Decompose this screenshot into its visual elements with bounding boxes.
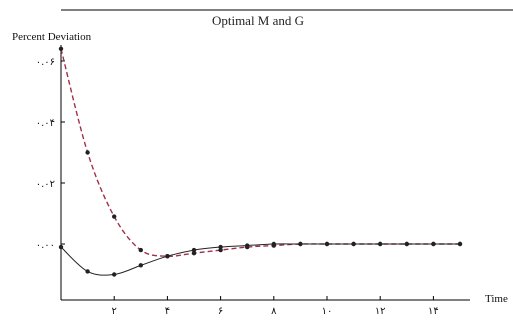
series-2-point [58, 244, 64, 250]
series-line-1 [60, 48, 460, 257]
series-2-point [165, 254, 170, 259]
y-tick-label: ۰.۰۴ [36, 118, 55, 129]
x-tick-label: ۴ [165, 306, 170, 317]
series-line-2 [60, 243, 460, 276]
series-2-point [191, 247, 197, 253]
y-tick-label: ۰.۰۰ [36, 240, 55, 251]
x-tick-label: ۶ [218, 306, 223, 317]
x-ticks: ۲ ۴ ۶ ۸ ۱۰ ۱۲ ۱۴ [112, 296, 439, 317]
series-2-point [298, 241, 303, 247]
series-2-point [138, 263, 143, 268]
series-2-point [85, 269, 90, 274]
series-layer [58, 46, 463, 277]
series-2-point [218, 244, 223, 250]
x-tick-label: ۲ [112, 306, 117, 317]
x-tick-label: ۱۰ [322, 306, 333, 317]
series-1-point [85, 150, 90, 155]
y-tick-label: ۰.۰۶ [36, 57, 55, 68]
series-2-point [245, 243, 250, 248]
y-ticks: ۰.۰۰ ۰.۰۲ ۰.۰۴ ۰.۰۶ [36, 57, 65, 251]
series-2-point [112, 272, 117, 277]
y-tick-label: ۰.۰۲ [36, 179, 55, 190]
series-2-point [378, 241, 383, 247]
x-tick-label: ۱۲ [375, 306, 386, 317]
series-2-point [351, 241, 356, 247]
chart-title: Optimal M and G [212, 13, 304, 28]
series-1-point [112, 214, 117, 219]
series-1-point [191, 250, 197, 256]
y-axis-label: Percent Deviation [12, 31, 92, 43]
x-axis-label: Time [485, 293, 508, 305]
series-1-point [138, 247, 143, 253]
series-2-point [271, 241, 276, 247]
series-1-point [218, 247, 223, 253]
x-tick-label: ۸ [271, 306, 277, 317]
series-2-point [431, 241, 436, 247]
series-2-point [324, 241, 330, 247]
series-2-point [404, 241, 409, 247]
series-1-point [58, 46, 64, 51]
series-2-point [457, 241, 463, 247]
x-tick-label: ۱۴ [428, 306, 439, 317]
